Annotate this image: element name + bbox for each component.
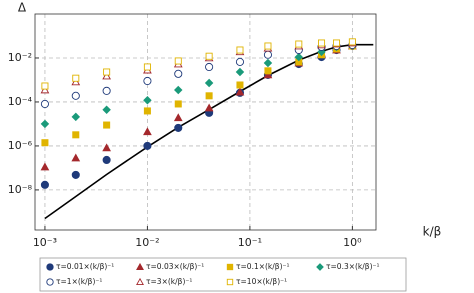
legend-label: τ=0.03×(k/β)⁻¹ — [146, 262, 204, 271]
point — [40, 119, 50, 129]
point — [348, 38, 356, 46]
point — [294, 52, 304, 62]
point — [40, 180, 49, 189]
point — [143, 107, 151, 115]
legend-label: τ=0.1×(k/β)⁻¹ — [236, 262, 290, 271]
point — [143, 127, 152, 136]
point — [317, 47, 326, 57]
legend-marker — [46, 263, 54, 271]
point — [295, 40, 303, 48]
point — [205, 92, 213, 100]
legend-item: τ=3×(k/β)⁻¹ — [136, 277, 192, 286]
legend-marker — [46, 278, 54, 286]
point — [174, 100, 182, 108]
x-tick-label: 10⁰ — [343, 236, 362, 249]
point — [72, 131, 80, 139]
point — [102, 105, 111, 115]
legend-item: τ=1×(k/β)⁻¹ — [46, 277, 102, 286]
point — [204, 103, 214, 112]
point — [235, 87, 245, 96]
point — [40, 99, 49, 109]
point — [102, 143, 111, 152]
x-tick-label: 10⁻² — [135, 236, 159, 249]
y-tick-label: 10⁻² — [8, 51, 32, 64]
point — [143, 63, 151, 71]
point — [235, 57, 245, 66]
legend-marker — [136, 262, 144, 271]
point — [71, 91, 80, 100]
legend-marker — [316, 263, 324, 271]
point — [263, 70, 273, 79]
legend: τ=0.01×(k/β)⁻¹ τ=0.03×(k/β)⁻¹ τ=0.1×(k/β)⁻… — [46, 262, 380, 286]
point — [103, 68, 111, 76]
point — [143, 141, 152, 150]
legend-box — [39, 257, 407, 292]
legend-label: τ=10×(k/β)⁻¹ — [236, 277, 287, 286]
point — [41, 82, 49, 90]
y-tick-label: 10⁻⁶ — [8, 139, 33, 152]
legend-marker — [226, 278, 234, 286]
point — [332, 39, 341, 47]
legend-item: τ=0.1×(k/β)⁻¹ — [226, 262, 290, 271]
point — [264, 67, 272, 75]
point — [72, 74, 80, 82]
point — [204, 78, 214, 88]
legend-label: τ=3×(k/β)⁻¹ — [146, 277, 192, 286]
legend-item: τ=0.3×(k/β)⁻¹ — [316, 262, 380, 271]
plot-frame — [34, 13, 377, 231]
point — [102, 86, 111, 95]
legend-marker — [226, 263, 234, 271]
point — [102, 71, 111, 80]
point — [143, 95, 152, 105]
legend-item: τ=0.03×(k/β)⁻¹ — [136, 262, 204, 271]
legend-label: τ=0.3×(k/β)⁻¹ — [326, 262, 380, 271]
point — [174, 123, 183, 132]
point — [318, 39, 326, 47]
point — [205, 62, 214, 72]
point — [40, 162, 50, 171]
point — [174, 85, 183, 95]
legend-item: τ=0.01×(k/β)⁻¹ — [46, 262, 114, 271]
point — [173, 113, 183, 122]
x-tick-label: 10⁻¹ — [238, 236, 262, 249]
point — [102, 155, 111, 165]
legend-label: τ=0.01×(k/β)⁻¹ — [56, 262, 114, 271]
point — [235, 67, 245, 77]
point — [263, 58, 273, 68]
y-tick-label: 10⁻⁴ — [8, 95, 33, 108]
point — [71, 170, 80, 179]
x-axis-label: k/β — [423, 225, 442, 239]
point — [71, 112, 81, 122]
point — [41, 139, 49, 147]
legend-label: τ=1×(k/β)⁻¹ — [56, 277, 102, 286]
y-tick-label: 10⁻⁸ — [8, 183, 33, 196]
point — [174, 57, 182, 65]
y-axis-label: Δ — [18, 1, 27, 15]
point — [236, 46, 244, 54]
point — [236, 81, 244, 89]
point — [143, 76, 152, 86]
point — [103, 121, 111, 129]
legend-item: τ=10×(k/β)⁻¹ — [226, 277, 287, 286]
point — [174, 69, 183, 78]
legend-marker — [136, 277, 144, 286]
x-tick-label: 10⁻³ — [33, 236, 57, 249]
point — [263, 50, 272, 59]
point — [40, 85, 50, 94]
point — [264, 42, 272, 50]
point — [71, 153, 81, 162]
point — [205, 52, 213, 60]
